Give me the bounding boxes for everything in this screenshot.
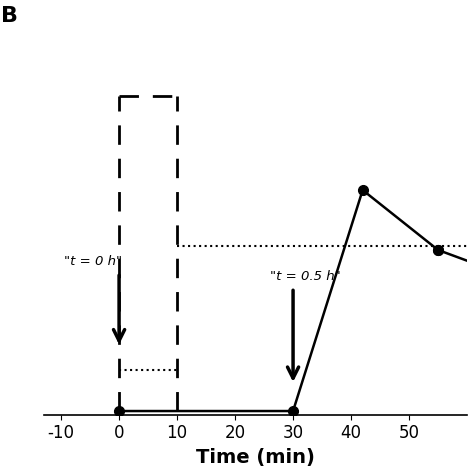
X-axis label: Time (min): Time (min) — [196, 448, 315, 467]
Text: "t = 0.5 h": "t = 0.5 h" — [270, 270, 341, 283]
Text: B: B — [1, 6, 18, 26]
Text: "t = 0 h": "t = 0 h" — [64, 255, 122, 268]
